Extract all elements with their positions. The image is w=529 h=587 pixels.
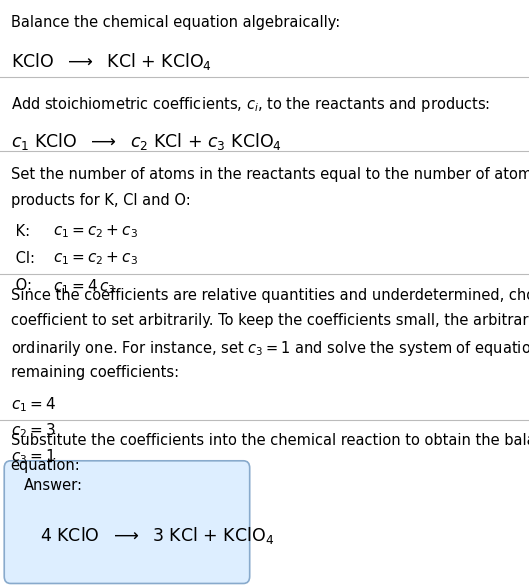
Text: $c_1 = c_2 + c_3$: $c_1 = c_2 + c_3$ bbox=[53, 224, 138, 240]
Text: K:: K: bbox=[11, 224, 39, 239]
Text: Balance the chemical equation algebraically:: Balance the chemical equation algebraica… bbox=[11, 15, 340, 30]
Text: $c_2 = 3$: $c_2 = 3$ bbox=[11, 421, 56, 440]
Text: Add stoichiometric coefficients, $c_i$, to the reactants and products:: Add stoichiometric coefficients, $c_i$, … bbox=[11, 95, 490, 114]
Text: Answer:: Answer: bbox=[24, 478, 83, 494]
Text: remaining coefficients:: remaining coefficients: bbox=[11, 365, 179, 380]
Text: $c_3 = 1$: $c_3 = 1$ bbox=[11, 447, 55, 466]
Text: $c_1 = c_2 + c_3$: $c_1 = c_2 + c_3$ bbox=[53, 251, 138, 267]
Text: O:: O: bbox=[11, 278, 41, 293]
Text: $c_1 = 4\,c_3$: $c_1 = 4\,c_3$ bbox=[53, 278, 116, 296]
Text: $c_1 = 4$: $c_1 = 4$ bbox=[11, 396, 56, 414]
Text: 4 KClO  $\longrightarrow$  3 KCl + KClO$_4$: 4 KClO $\longrightarrow$ 3 KCl + KClO$_4… bbox=[40, 525, 274, 546]
Text: equation:: equation: bbox=[11, 458, 80, 474]
Text: Substitute the coefficients into the chemical reaction to obtain the balanced: Substitute the coefficients into the che… bbox=[11, 433, 529, 448]
Text: KClO  $\longrightarrow$  KCl + KClO$_4$: KClO $\longrightarrow$ KCl + KClO$_4$ bbox=[11, 51, 212, 72]
Text: ordinarily one. For instance, set $c_3 = 1$ and solve the system of equations fo: ordinarily one. For instance, set $c_3 =… bbox=[11, 339, 529, 358]
Text: products for K, Cl and O:: products for K, Cl and O: bbox=[11, 193, 190, 208]
Text: Cl:: Cl: bbox=[11, 251, 44, 266]
Text: Set the number of atoms in the reactants equal to the number of atoms in the: Set the number of atoms in the reactants… bbox=[11, 167, 529, 183]
Text: $c_1$ KClO  $\longrightarrow$  $c_2$ KCl + $c_3$ KClO$_4$: $c_1$ KClO $\longrightarrow$ $c_2$ KCl +… bbox=[11, 131, 281, 153]
Text: Since the coefficients are relative quantities and underdetermined, choose a: Since the coefficients are relative quan… bbox=[11, 288, 529, 303]
FancyBboxPatch shape bbox=[4, 461, 250, 583]
Text: coefficient to set arbitrarily. To keep the coefficients small, the arbitrary va: coefficient to set arbitrarily. To keep … bbox=[11, 313, 529, 329]
